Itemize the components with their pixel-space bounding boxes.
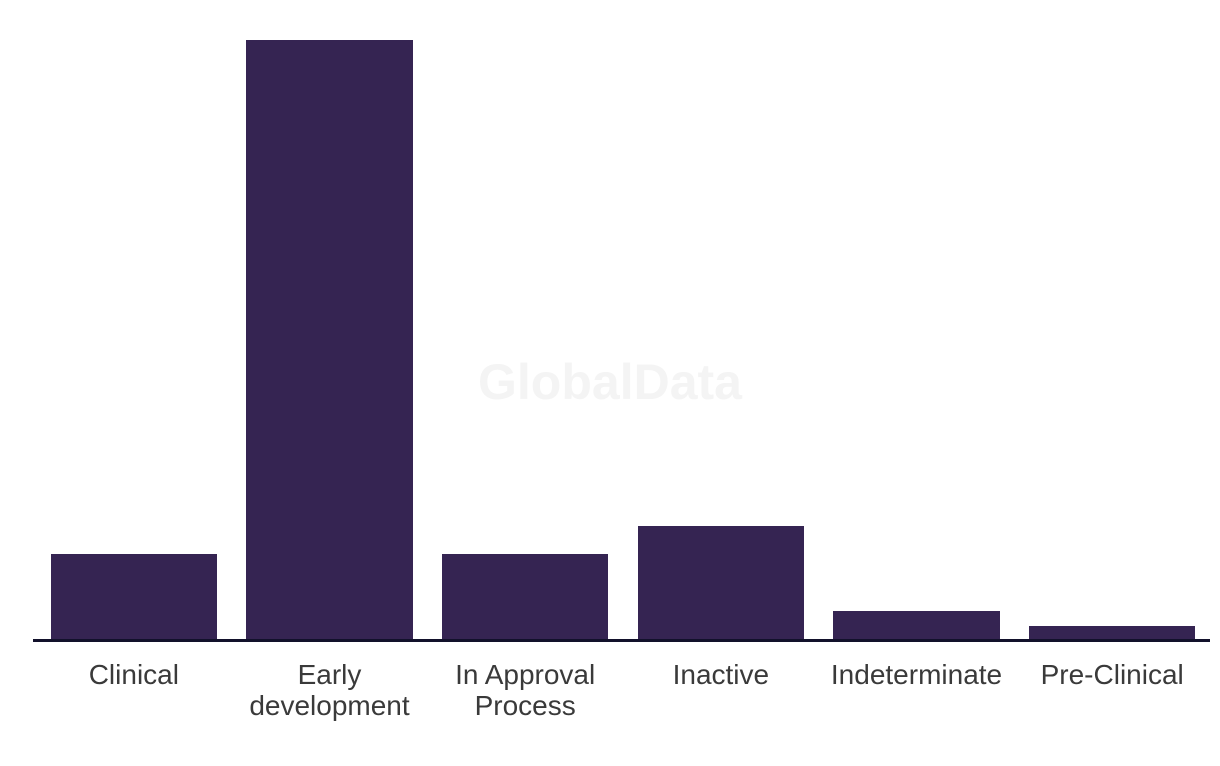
x-axis-label-early-development: Early development: [249, 659, 410, 721]
bar-early-development: [246, 40, 413, 640]
bar-slot-clinical: [36, 40, 232, 640]
bar-in-approval-process: [442, 554, 609, 640]
bar-slot-early-development: [232, 40, 428, 640]
bar-clinical: [50, 554, 217, 640]
x-axis-line: [33, 639, 1210, 642]
x-axis-label-in-approval-process: In Approval Process: [455, 659, 596, 721]
x-axis-label-indeterminate: Indeterminate: [830, 659, 1003, 690]
bar-indeterminate: [833, 611, 1000, 640]
bar-slot-indeterminate: [819, 40, 1015, 640]
bar-slot-pre-clinical: [1014, 40, 1210, 640]
bar-pre-clinical: [1029, 625, 1196, 640]
x-axis-label-inactive: Inactive: [672, 659, 770, 690]
x-axis-label-pre-clinical: Pre-Clinical: [1040, 659, 1184, 690]
bar-slot-inactive: [623, 40, 819, 640]
bar-slot-in-approval-process: [427, 40, 623, 640]
plot-area: [36, 40, 1210, 640]
x-axis-labels: Clinical Early development In Approval Pro…: [36, 659, 1210, 721]
x-axis-label-clinical: Clinical: [88, 659, 179, 690]
bar-inactive: [637, 525, 804, 640]
